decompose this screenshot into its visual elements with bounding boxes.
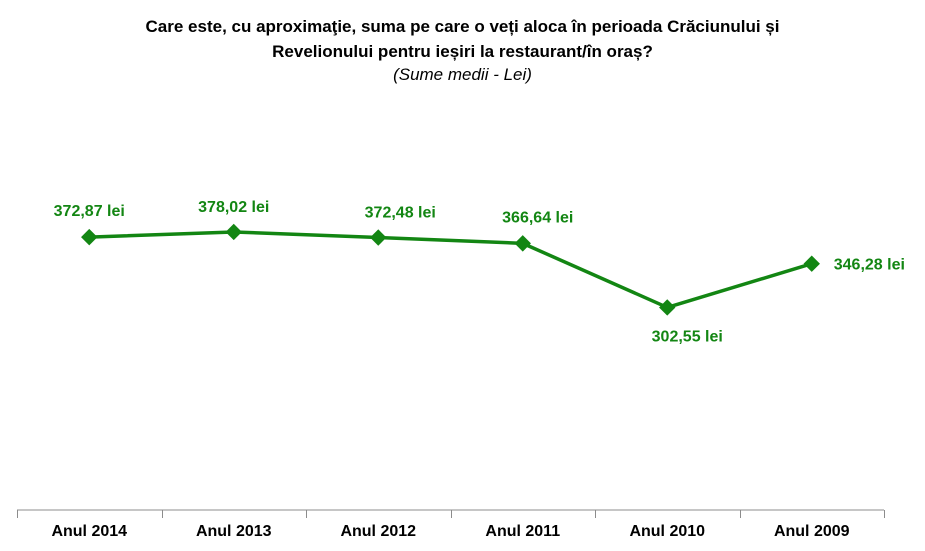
data-label: 366,64 lei [502,209,573,226]
data-label: 302,55 lei [652,328,723,345]
x-tick-label: Anul 2012 [340,523,416,540]
data-point-marker [803,255,820,272]
data-label: 378,02 lei [198,199,269,216]
chart-title-block: Care este, cu aproximaţie, suma pe care … [0,14,925,86]
data-point-marker [370,229,387,246]
x-tick-label: Anul 2014 [51,523,127,540]
x-tick-label: Anul 2010 [629,523,705,540]
x-tick-label: Anul 2009 [774,523,850,540]
data-label: 372,48 lei [365,205,436,222]
data-label: 372,87 lei [54,203,125,220]
data-point-marker [225,223,242,241]
chart-title-line-2: Revelionului pentru ieșiri la restaurant… [272,42,653,61]
chart-subtitle: (Sume medii - Lei) [393,65,532,84]
x-tick-label: Anul 2011 [485,523,560,540]
x-tick-label: Anul 2013 [196,523,272,540]
data-label: 346,28 lei [834,257,905,274]
data-point-marker [659,299,676,316]
data-point-marker [514,235,531,252]
data-point-marker [81,228,98,246]
chart-title-line-1: Care este, cu aproximaţie, suma pe care … [145,17,780,36]
series-line [89,230,813,310]
